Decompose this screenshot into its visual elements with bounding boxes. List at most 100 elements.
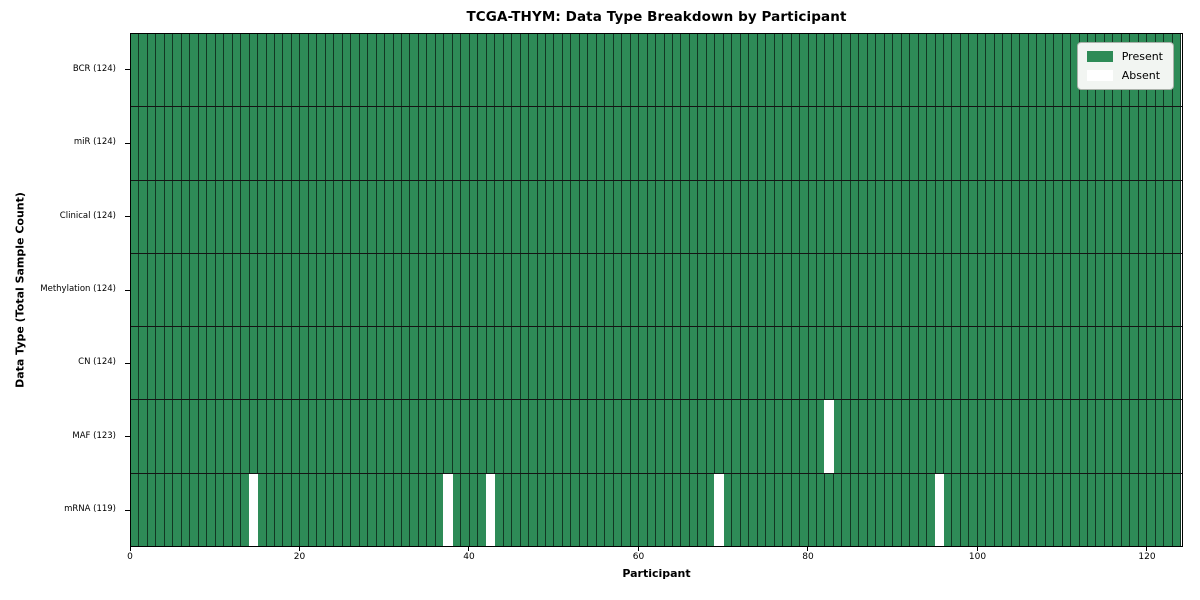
cell: [368, 107, 377, 180]
cell: [342, 34, 352, 107]
x-tick-mark: [637, 547, 639, 551]
cell: [927, 253, 936, 327]
cell: [410, 473, 419, 546]
cell: [816, 400, 826, 473]
cell: [139, 327, 148, 400]
cell: [402, 400, 411, 473]
cell: [1062, 327, 1072, 400]
cell: [393, 400, 402, 473]
cell: [1087, 253, 1097, 327]
cell: [503, 34, 513, 107]
cell: [935, 180, 944, 253]
cell: [1011, 400, 1021, 473]
cell: [1087, 107, 1097, 180]
cell: [520, 180, 530, 253]
cell: [1147, 473, 1156, 546]
cell: [478, 34, 487, 107]
cell: [1020, 180, 1029, 253]
cell: [647, 400, 657, 473]
cell: [1130, 400, 1139, 473]
cell: [545, 180, 555, 253]
cell: [1172, 253, 1182, 327]
cell: [808, 253, 817, 327]
cell: [825, 473, 834, 546]
cell: [1054, 34, 1063, 107]
cell: [673, 327, 682, 400]
cell: [241, 473, 250, 546]
cell: [673, 400, 682, 473]
cell: [156, 107, 165, 180]
cell: [571, 107, 580, 180]
cell: [876, 400, 885, 473]
cell: [283, 107, 292, 180]
cell: [1138, 180, 1148, 253]
cell: [706, 473, 716, 546]
cell: [588, 327, 597, 400]
cell: [224, 473, 233, 546]
legend-swatch-present: [1086, 51, 1113, 62]
cell: [198, 327, 208, 400]
cell: [960, 34, 970, 107]
cell: [512, 34, 521, 107]
cell: [486, 253, 496, 327]
cell: [461, 327, 470, 400]
cell: [1104, 473, 1114, 546]
cell: [706, 327, 716, 400]
cell: [927, 327, 936, 400]
cell: [757, 473, 767, 546]
cell: [232, 327, 242, 400]
cell: [444, 34, 453, 107]
cell: [1054, 400, 1063, 473]
cell: [131, 253, 140, 327]
cell: [495, 34, 504, 107]
cell: [698, 34, 707, 107]
cell: [274, 107, 284, 180]
cell: [393, 327, 402, 400]
cell: [351, 180, 360, 253]
cell: [698, 473, 707, 546]
cell: [960, 180, 970, 253]
cell: [1121, 180, 1131, 253]
cell: [207, 34, 216, 107]
cell: [800, 253, 809, 327]
cell: [622, 180, 631, 253]
cell: [1164, 400, 1173, 473]
cell: [1011, 327, 1021, 400]
cell: [833, 107, 843, 180]
cell: [1071, 327, 1080, 400]
cell: [529, 107, 538, 180]
cell: [156, 473, 165, 546]
cell: [1079, 180, 1088, 253]
cell: [359, 34, 369, 107]
cell: [1045, 107, 1055, 180]
cell: [1155, 107, 1165, 180]
cell: [537, 400, 546, 473]
cell: [224, 327, 233, 400]
cell: [630, 473, 640, 546]
legend-label: Absent: [1121, 69, 1161, 82]
cell: [774, 327, 784, 400]
cell: [825, 107, 834, 180]
cell: [994, 34, 1004, 107]
x-tick-label: 0: [127, 552, 133, 562]
cell: [402, 473, 411, 546]
cell: [325, 253, 335, 327]
cell: [825, 180, 834, 253]
cell: [435, 400, 445, 473]
cell: [359, 473, 369, 546]
cell: [173, 253, 182, 327]
cell: [944, 473, 953, 546]
cell: [723, 34, 733, 107]
cell: [596, 34, 606, 107]
cell: [308, 473, 318, 546]
cell: [901, 473, 911, 546]
heatmap-grid: [131, 34, 1182, 546]
cell: [774, 473, 784, 546]
cell: [766, 327, 775, 400]
cell: [215, 253, 225, 327]
cell: [1054, 327, 1063, 400]
cell: [918, 327, 928, 400]
cell: [249, 107, 259, 180]
cell: [571, 400, 580, 473]
cell: [131, 473, 140, 546]
